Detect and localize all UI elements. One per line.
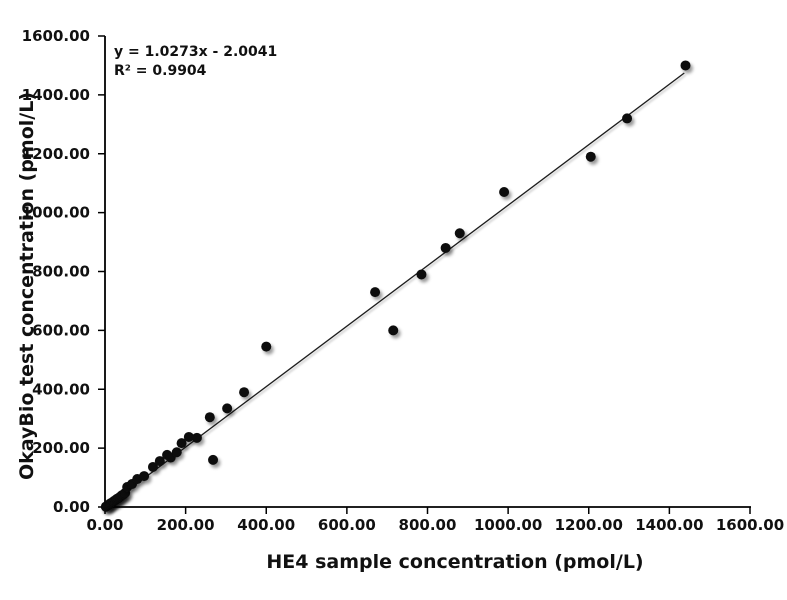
y-tick-label: 200.00 (32, 439, 90, 457)
y-axis-title: OkayBio test concentration (pmol/L) (16, 91, 38, 481)
data-point (370, 287, 381, 298)
x-axis-title: HE4 sample concentration (pmol/L) (266, 551, 644, 573)
x-tick-label: 800.00 (399, 516, 457, 534)
y-tick-label: 1000.00 (22, 204, 90, 222)
x-tick-label: 0.00 (86, 516, 123, 534)
data-point (239, 387, 250, 398)
x-tick-label: 400.00 (237, 516, 295, 534)
x-tick-label: 1400.00 (635, 516, 703, 534)
data-point (499, 187, 510, 198)
y-tick-label: 800.00 (32, 263, 90, 281)
data-point (416, 269, 427, 280)
y-tick-label: 1400.00 (22, 86, 90, 104)
data-point (680, 60, 691, 71)
data-point (171, 447, 182, 458)
data-point (622, 113, 633, 124)
x-tick-label: 600.00 (318, 516, 376, 534)
data-point (585, 151, 596, 162)
data-point (222, 403, 233, 414)
data-point (454, 228, 465, 239)
data-point (388, 325, 399, 336)
data-point (204, 412, 215, 423)
y-tick-label: 400.00 (32, 380, 90, 398)
data-point (440, 242, 451, 253)
x-tick-label: 1200.00 (555, 516, 623, 534)
equation-text: y = 1.0273x - 2.0041 (114, 44, 278, 60)
x-tick-label: 1000.00 (474, 516, 542, 534)
y-tick-label: 600.00 (32, 321, 90, 339)
data-point (261, 341, 272, 352)
data-point (154, 456, 165, 467)
y-tick-label: 1200.00 (22, 145, 90, 163)
data-point (139, 471, 150, 482)
data-point (191, 432, 202, 443)
y-tick-label: 1600.00 (22, 27, 90, 45)
r-squared-text: R² = 0.9904 (114, 63, 207, 79)
x-tick-label: 1600.00 (716, 516, 784, 534)
trendline-annotation: y = 1.0273x - 2.0041 R² = 0.9904 (114, 43, 277, 81)
data-point (208, 454, 219, 465)
y-tick-label: 0.00 (53, 498, 90, 516)
data-point (147, 461, 158, 472)
x-tick-label: 200.00 (157, 516, 215, 534)
data-point (183, 431, 194, 442)
trend-line (106, 72, 685, 507)
data-point (176, 438, 187, 449)
